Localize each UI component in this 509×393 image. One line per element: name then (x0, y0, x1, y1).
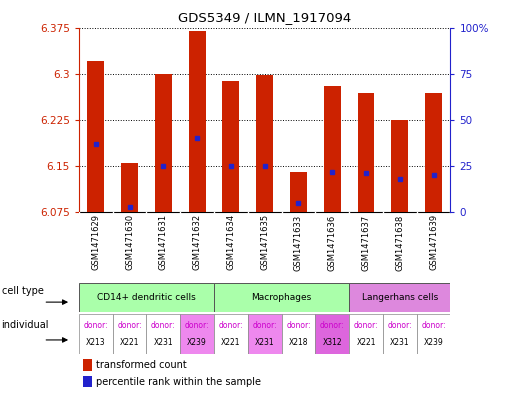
Text: CD14+ dendritic cells: CD14+ dendritic cells (97, 293, 196, 302)
Bar (147, 314, 180, 354)
Bar (222, 81, 239, 212)
Bar (189, 31, 206, 212)
Text: X221: X221 (356, 338, 376, 347)
Text: donor:: donor: (185, 321, 209, 330)
Bar (324, 86, 341, 212)
Text: GSM1471639: GSM1471639 (429, 214, 438, 270)
Text: X218: X218 (289, 338, 308, 347)
Title: GDS5349 / ILMN_1917094: GDS5349 / ILMN_1917094 (178, 11, 351, 24)
Bar (425, 94, 442, 212)
Text: X231: X231 (255, 338, 274, 347)
Bar (349, 314, 383, 354)
Bar (383, 314, 417, 354)
Text: X312: X312 (322, 338, 342, 347)
Text: GSM1471635: GSM1471635 (260, 214, 269, 270)
Text: GSM1471638: GSM1471638 (395, 214, 404, 270)
Text: cell type: cell type (2, 286, 43, 296)
Bar (417, 314, 450, 354)
Text: X213: X213 (86, 338, 105, 347)
Text: X231: X231 (154, 338, 173, 347)
Bar (248, 314, 281, 354)
Text: GSM1471629: GSM1471629 (91, 214, 100, 270)
Bar (79, 283, 214, 312)
Bar (121, 163, 138, 212)
Text: GSM1471634: GSM1471634 (227, 214, 235, 270)
Text: individual: individual (2, 320, 49, 331)
Bar (357, 94, 375, 212)
Bar (214, 314, 248, 354)
Bar (82, 376, 92, 387)
Bar (155, 73, 172, 212)
Text: donor:: donor: (387, 321, 412, 330)
Bar (79, 314, 112, 354)
Text: donor:: donor: (320, 321, 345, 330)
Text: GSM1471631: GSM1471631 (159, 214, 168, 270)
Bar (88, 61, 104, 212)
Bar (290, 172, 307, 212)
Text: X239: X239 (423, 338, 443, 347)
Text: donor:: donor: (218, 321, 243, 330)
Bar (180, 314, 214, 354)
Text: donor:: donor: (151, 321, 176, 330)
Bar (349, 283, 450, 312)
Text: X239: X239 (187, 338, 207, 347)
Text: donor:: donor: (354, 321, 378, 330)
Text: GSM1471633: GSM1471633 (294, 214, 303, 270)
Text: transformed count: transformed count (96, 360, 186, 370)
Text: donor:: donor: (421, 321, 446, 330)
Text: percentile rank within the sample: percentile rank within the sample (96, 377, 261, 387)
Text: donor:: donor: (252, 321, 277, 330)
Bar (316, 314, 349, 354)
Text: donor:: donor: (286, 321, 311, 330)
Text: GSM1471632: GSM1471632 (192, 214, 202, 270)
Bar (391, 120, 408, 212)
Bar (112, 314, 147, 354)
Text: Macrophages: Macrophages (251, 293, 312, 302)
Text: GSM1471637: GSM1471637 (361, 214, 371, 270)
Text: donor:: donor: (117, 321, 142, 330)
Bar (281, 314, 316, 354)
Text: Langerhans cells: Langerhans cells (362, 293, 438, 302)
Text: X221: X221 (120, 338, 139, 347)
Bar (82, 359, 92, 371)
Bar (256, 75, 273, 212)
Text: X221: X221 (221, 338, 241, 347)
Text: GSM1471636: GSM1471636 (328, 214, 337, 270)
Text: GSM1471630: GSM1471630 (125, 214, 134, 270)
Text: donor:: donor: (83, 321, 108, 330)
Bar (214, 283, 349, 312)
Text: X231: X231 (390, 338, 410, 347)
